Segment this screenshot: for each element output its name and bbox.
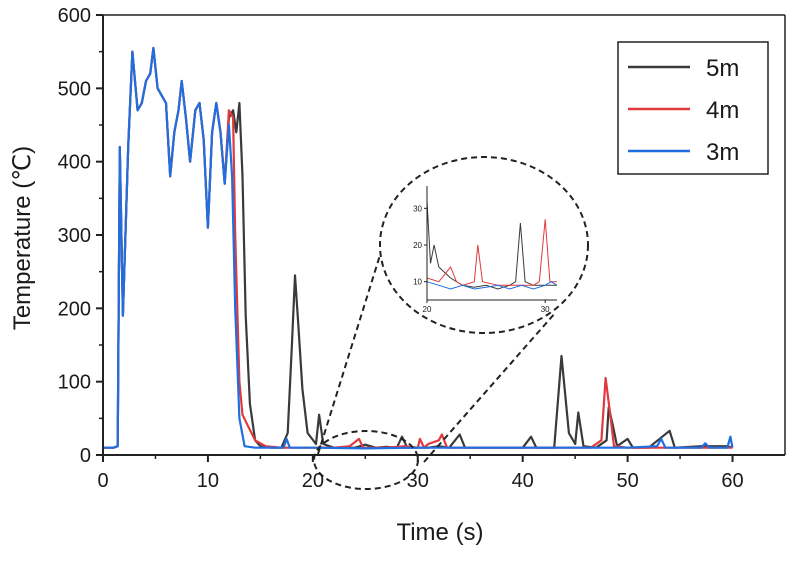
inset-y-tick-label: 10	[413, 278, 422, 287]
x-axis-title: Time (s)	[396, 519, 483, 546]
legend-label-5m: 5m	[706, 55, 739, 82]
y-tick-label: 200	[58, 298, 91, 320]
x-tick-label: 20	[302, 470, 324, 492]
inset-chart: 10 20 30 20 30	[413, 186, 558, 314]
inset-x-tick-label: 30	[541, 305, 550, 314]
inset-series-line-4m	[426, 219, 557, 286]
series-layer	[103, 46, 734, 450]
inset-series-line-3m	[426, 281, 558, 290]
x-tick-label: 50	[616, 470, 638, 492]
x-tick-label: 40	[512, 470, 534, 492]
series-line-3m	[103, 46, 734, 450]
zoom-target-ellipse	[379, 156, 589, 334]
x-tick-label: 60	[721, 470, 743, 492]
inset-x-tick-label: 20	[423, 305, 432, 314]
legend: 5m 4m 3m	[617, 41, 769, 175]
x-tick-label: 0	[97, 470, 108, 492]
inset-series-line-5m	[426, 200, 557, 290]
inset-y-tick-label: 20	[413, 241, 422, 250]
zoom-source-ellipse	[313, 430, 419, 490]
legend-label-4m: 4m	[706, 97, 739, 124]
y-tick-label: 500	[58, 78, 91, 100]
inset-y-tick-label: 30	[413, 204, 422, 213]
y-tick-label: 0	[80, 445, 91, 467]
y-tick-label: 400	[58, 152, 91, 174]
zoom-indicator	[313, 156, 589, 490]
x-tick-label: 30	[407, 470, 429, 492]
y-tick-label: 300	[58, 225, 91, 247]
x-tick-label: 10	[197, 470, 219, 492]
y-tick-label: 600	[58, 5, 91, 27]
y-axis-title: Temperature (℃)	[9, 146, 36, 330]
zoom-connector-left	[317, 251, 382, 455]
legend-label-3m: 3m	[706, 139, 739, 166]
zoom-connector-right	[423, 311, 557, 463]
y-tick-label: 100	[58, 372, 91, 394]
